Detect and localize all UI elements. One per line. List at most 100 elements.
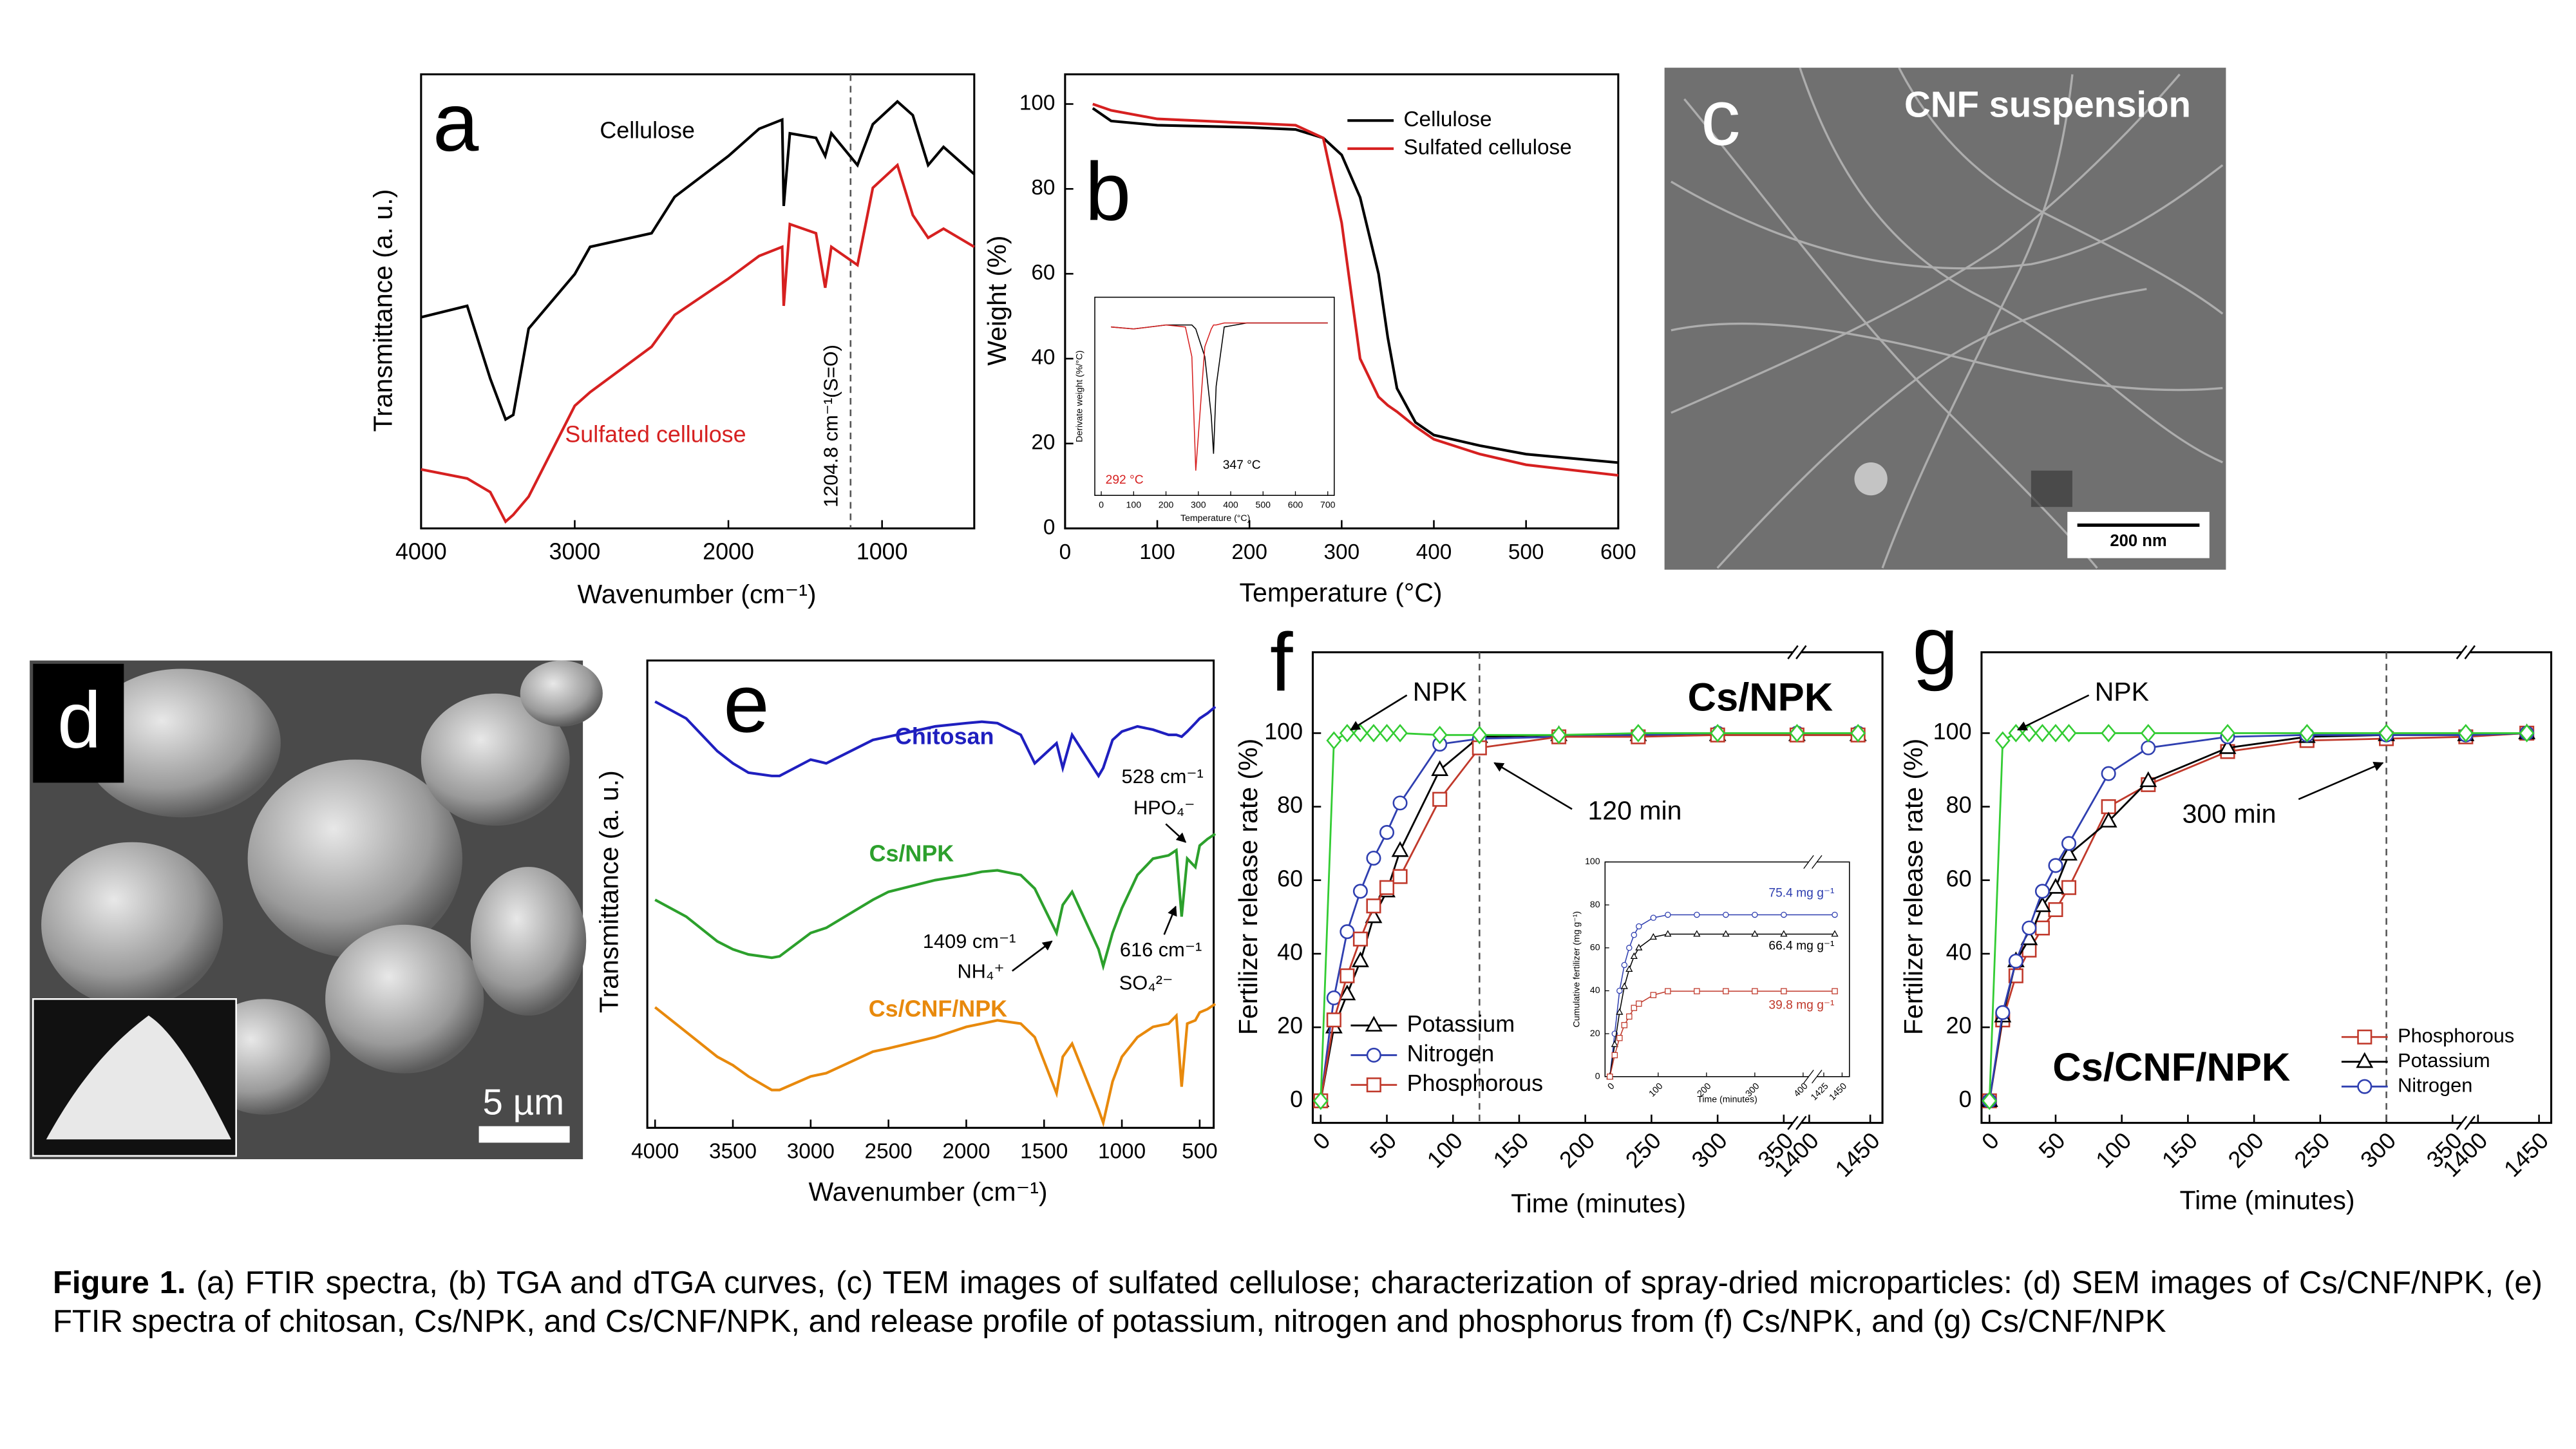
marker xyxy=(1631,1005,1638,1011)
marker xyxy=(1630,724,1646,743)
marker xyxy=(1831,930,1839,937)
x-tick-label: 100 xyxy=(1126,499,1142,509)
marker xyxy=(2048,858,2063,873)
marker xyxy=(1366,898,1381,914)
marker xyxy=(2101,799,2116,815)
annotation: 300 min xyxy=(2183,799,2277,828)
x-tick-label: 100 xyxy=(1422,1128,1468,1173)
marker xyxy=(1650,992,1657,998)
x-tick-label: 3000 xyxy=(787,1140,835,1164)
arrow xyxy=(1165,823,1187,843)
marker xyxy=(1636,1000,1642,1007)
x-tick-label: 700 xyxy=(1320,499,1336,509)
marker xyxy=(1551,725,1567,744)
x-tick-label: 300 xyxy=(1191,499,1206,509)
x-tick-label: 400 xyxy=(1223,499,1238,509)
marker xyxy=(2034,724,2050,743)
marker xyxy=(2022,920,2037,936)
axis-break-gap xyxy=(1808,857,1817,867)
annotation: HPO₄⁻ xyxy=(1133,797,1195,819)
marker xyxy=(1616,1035,1623,1041)
x-tick-label: 150 xyxy=(2157,1128,2202,1173)
x-tick-label: 1000 xyxy=(857,538,908,564)
marker xyxy=(1392,724,1408,743)
particle xyxy=(1854,462,1888,496)
y-axis-label: Transmittance (a. u.) xyxy=(594,770,624,1013)
series-line xyxy=(1092,107,1619,464)
arrow xyxy=(1493,762,1573,810)
y-tick-label: 100 xyxy=(1585,856,1600,866)
axis-break xyxy=(1795,645,1807,659)
y-tick-label: 20 xyxy=(1277,1013,1303,1039)
marker xyxy=(2048,724,2063,743)
y-axis-label: Derivate weight (%/°C) xyxy=(1074,350,1084,442)
marker xyxy=(1338,984,1356,1001)
marker xyxy=(1781,911,1787,918)
marker xyxy=(1379,880,1395,895)
x-tick-label: 250 xyxy=(1620,1128,1666,1173)
x-tick-label: 4000 xyxy=(631,1140,679,1164)
panel-label: b xyxy=(1085,146,1131,238)
series-line xyxy=(1092,102,1619,477)
image-title: CNF suspension xyxy=(1904,84,2191,125)
marker xyxy=(1694,988,1700,994)
marker xyxy=(1781,988,1787,994)
annotation: 39.8 mg g⁻¹ xyxy=(1768,999,1834,1012)
marker xyxy=(1366,1077,1381,1093)
marker xyxy=(2061,836,2077,851)
x-tick-label: 200 xyxy=(1159,499,1174,509)
dark-spot xyxy=(2031,470,2072,507)
x-axis-label: Wavenumber (cm⁻¹) xyxy=(578,579,817,609)
x-tick-label: 0 xyxy=(1308,1128,1335,1155)
x-tick-label: 1500 xyxy=(1020,1140,1068,1164)
series-line xyxy=(654,833,1217,971)
marker xyxy=(1611,1052,1618,1059)
x-tick-label: 400 xyxy=(1416,540,1452,564)
x-tick-label: 2500 xyxy=(865,1140,913,1164)
x-tick-label: 200 xyxy=(1231,540,1267,564)
marker xyxy=(1649,933,1657,940)
legend-label: Nitrogen xyxy=(2398,1074,2472,1096)
annotation: 347 °C xyxy=(1223,459,1261,472)
marker xyxy=(1693,930,1701,937)
label-box xyxy=(33,663,124,783)
arrow xyxy=(1350,694,1408,731)
x-axis-label: Time (minutes) xyxy=(1511,1189,1686,1218)
x-tick-label: 150 xyxy=(1488,1128,1534,1173)
series-label: Cs/CNF/NPK xyxy=(869,996,1007,1022)
x-axis-label: Wavenumber (cm⁻¹) xyxy=(808,1177,1047,1207)
marker xyxy=(1832,988,1838,994)
x-tick-label: 100 xyxy=(1139,540,1175,564)
powder xyxy=(46,1015,231,1140)
marker xyxy=(2061,880,2077,895)
y-tick-label: 80 xyxy=(1590,899,1600,909)
tem-image: c CNF suspension 200 nm xyxy=(1664,67,2226,570)
x-tick-label: 4000 xyxy=(395,538,447,564)
marker xyxy=(1351,951,1369,967)
marker xyxy=(1722,930,1730,937)
y-axis-label: Weight (%) xyxy=(982,236,1012,366)
marker xyxy=(1379,825,1395,840)
marker xyxy=(2357,1029,2372,1045)
x-axis-label: Temperature (°C) xyxy=(1180,513,1250,523)
panel-label: d xyxy=(57,677,101,765)
series-line xyxy=(421,162,975,524)
y-tick-label: 0 xyxy=(1595,1071,1600,1081)
series-label: Sulfated cellulose xyxy=(565,421,746,447)
y-axis-label: Cumulative fertilizer (mg g⁻¹) xyxy=(1571,911,1581,1028)
marker xyxy=(1626,945,1633,951)
series-label: NPK xyxy=(1413,677,1467,706)
axis-break-gap xyxy=(2461,647,2470,658)
x-axis-label: Time (minutes) xyxy=(2180,1185,2355,1215)
x-tick-label: 0 xyxy=(1976,1128,2003,1155)
marker xyxy=(1432,725,1448,744)
y-tick-label: 100 xyxy=(1264,719,1303,744)
marker xyxy=(1664,930,1672,937)
marker xyxy=(2101,724,2117,743)
axis-break xyxy=(1803,1070,1814,1084)
marker xyxy=(1850,724,1866,743)
marker xyxy=(1340,924,1355,940)
x-tick-label: 1450 xyxy=(1830,1128,1885,1182)
sem-image: d 5 µm xyxy=(30,660,603,1159)
marker xyxy=(2357,1079,2372,1094)
